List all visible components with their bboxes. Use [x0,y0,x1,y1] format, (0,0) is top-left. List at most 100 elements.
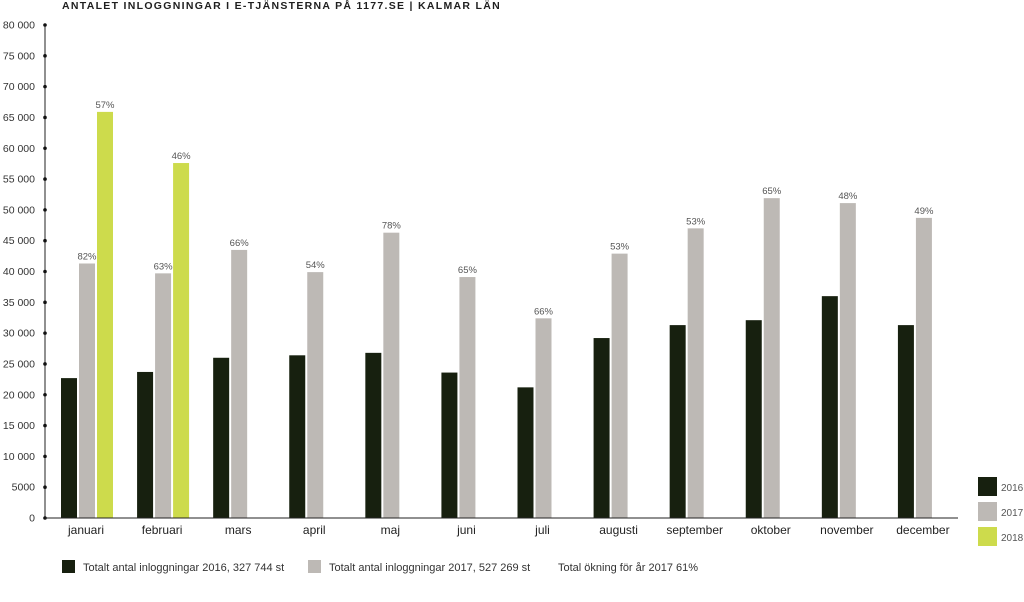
y-tick-label: 65 000 [3,112,35,124]
legend-swatch-2017 [978,502,997,521]
y-tick-dot [43,54,47,58]
legend-swatch-2016 [978,477,997,496]
y-tick-label: 60 000 [3,143,35,155]
x-tick-label: november [820,523,873,537]
footer-summary: Totalt antal inloggningar 2016, 327 744 … [62,560,698,574]
bar-2016-september [669,325,686,518]
y-tick-label: 40 000 [3,266,35,278]
y-tick-dot [43,115,47,120]
y-tick-dot [43,392,47,397]
bar-2017-oktober [763,198,780,518]
bar-2017-juni [459,277,476,518]
data-label: 48% [838,191,858,202]
legend-label-2017: 2017 [1001,508,1024,519]
y-tick-label: 20 000 [3,389,35,401]
y-tick-dot [43,208,47,212]
footer-text: Totalt antal inloggningar 2017, 527 269 … [329,562,530,574]
x-tick-label: januari [67,523,104,537]
data-label: 46% [172,151,192,162]
bar-2017-juli [535,318,552,518]
y-tick-dot [43,454,47,459]
y-tick-dot [43,84,47,89]
bar-2018-januari [97,111,113,519]
y-tick-label: 25 000 [3,358,35,370]
data-label: 82% [77,251,97,262]
x-tick-label: oktober [751,523,791,537]
y-tick-label: 15 000 [3,420,35,432]
legend: 2016 2017 2018 [978,477,1024,546]
y-tick-dot [43,146,47,151]
bar-2016-januari [61,378,77,518]
y-tick-label: 5000 [12,482,36,494]
y-tick-dot [43,331,47,335]
bar-2017-december [915,217,932,519]
bar-2017-augusti [611,253,628,518]
y-tick-dot [43,269,47,274]
bar-2016-oktober [745,320,762,518]
y-tick-label: 50 000 [3,204,35,216]
bar-2016-juli [517,387,534,518]
y-axis: 0 5000 10 000 15 000 20 000 25 000 30 000 35 00… [3,20,47,525]
y-tick-label: 0 [29,513,35,525]
legend-label-2018: 2018 [1001,533,1024,544]
bar-2017-mars [231,249,248,518]
y-tick-dot [43,362,47,366]
percent-labels: 82% 57% 63% 46% 66% 54% 78% 65% 66% 53% 53% 65% 48% 4… [77,100,933,317]
bar-2017-november [839,203,856,518]
bar-2017-september [687,228,704,519]
footer-swatch [308,560,321,573]
y-tick-label: 55 000 [3,174,35,186]
data-label: 65% [458,265,478,276]
bar-2018-februari [173,163,190,519]
y-tick-dot [43,177,47,181]
y-tick-label: 45 000 [3,235,35,247]
bar-2016-juni [441,372,458,518]
legend-label-2016: 2016 [1001,483,1024,494]
bar-2016-februari [137,371,154,518]
footer-swatch [62,560,75,573]
bar-2017-januari [79,263,95,518]
data-label: 53% [686,216,706,227]
y-tick-label: 80 000 [3,20,35,32]
data-label: 66% [534,306,554,317]
bar-2016-mars [213,357,230,518]
bar-2016-maj [365,352,382,518]
data-label: 49% [914,206,934,217]
legend-swatch-2018 [978,527,997,546]
y-tick-dot [43,485,47,489]
x-tick-label: februari [142,523,183,537]
y-tick-dot [43,23,47,27]
footer-text: Totalt antal inloggningar 2016, 327 744 … [83,562,284,574]
bars [61,111,932,519]
y-tick-label: 75 000 [3,50,35,62]
x-tick-label: december [896,523,949,537]
data-label: 66% [230,238,250,249]
data-label: 54% [306,260,326,271]
footer-text: Total ökning för år 2017 61% [558,562,698,574]
y-tick-dot [43,423,47,428]
bar-2017-april [307,272,324,518]
x-tick-label: juni [456,523,476,537]
bar-2017-februari [155,273,172,518]
x-tick-label: augusti [599,523,638,537]
data-label: 53% [610,242,630,253]
data-label: 63% [154,261,174,272]
chart-title: ANTALET INLOGGNINGAR I E-TJÄNSTERNA PÅ 1… [62,0,501,12]
data-label: 65% [762,186,782,197]
x-tick-label: juli [534,523,550,537]
y-tick-label: 30 000 [3,328,35,340]
x-tick-label: maj [381,523,400,537]
y-tick-label: 35 000 [3,297,35,309]
bar-2016-december [897,325,914,518]
bar-2017-maj [383,232,400,518]
y-tick-label: 10 000 [3,451,35,463]
data-label: 57% [95,100,115,111]
data-label: 78% [382,221,402,232]
bar-2016-november [821,296,838,518]
bar-2016-augusti [593,338,610,518]
x-tick-label: mars [225,523,252,537]
bar-2016-april [289,355,306,518]
x-tick-label: april [303,523,326,537]
x-axis: januari februari mars april maj juni juli augus… [45,517,958,537]
y-tick-label: 70 000 [3,81,35,93]
